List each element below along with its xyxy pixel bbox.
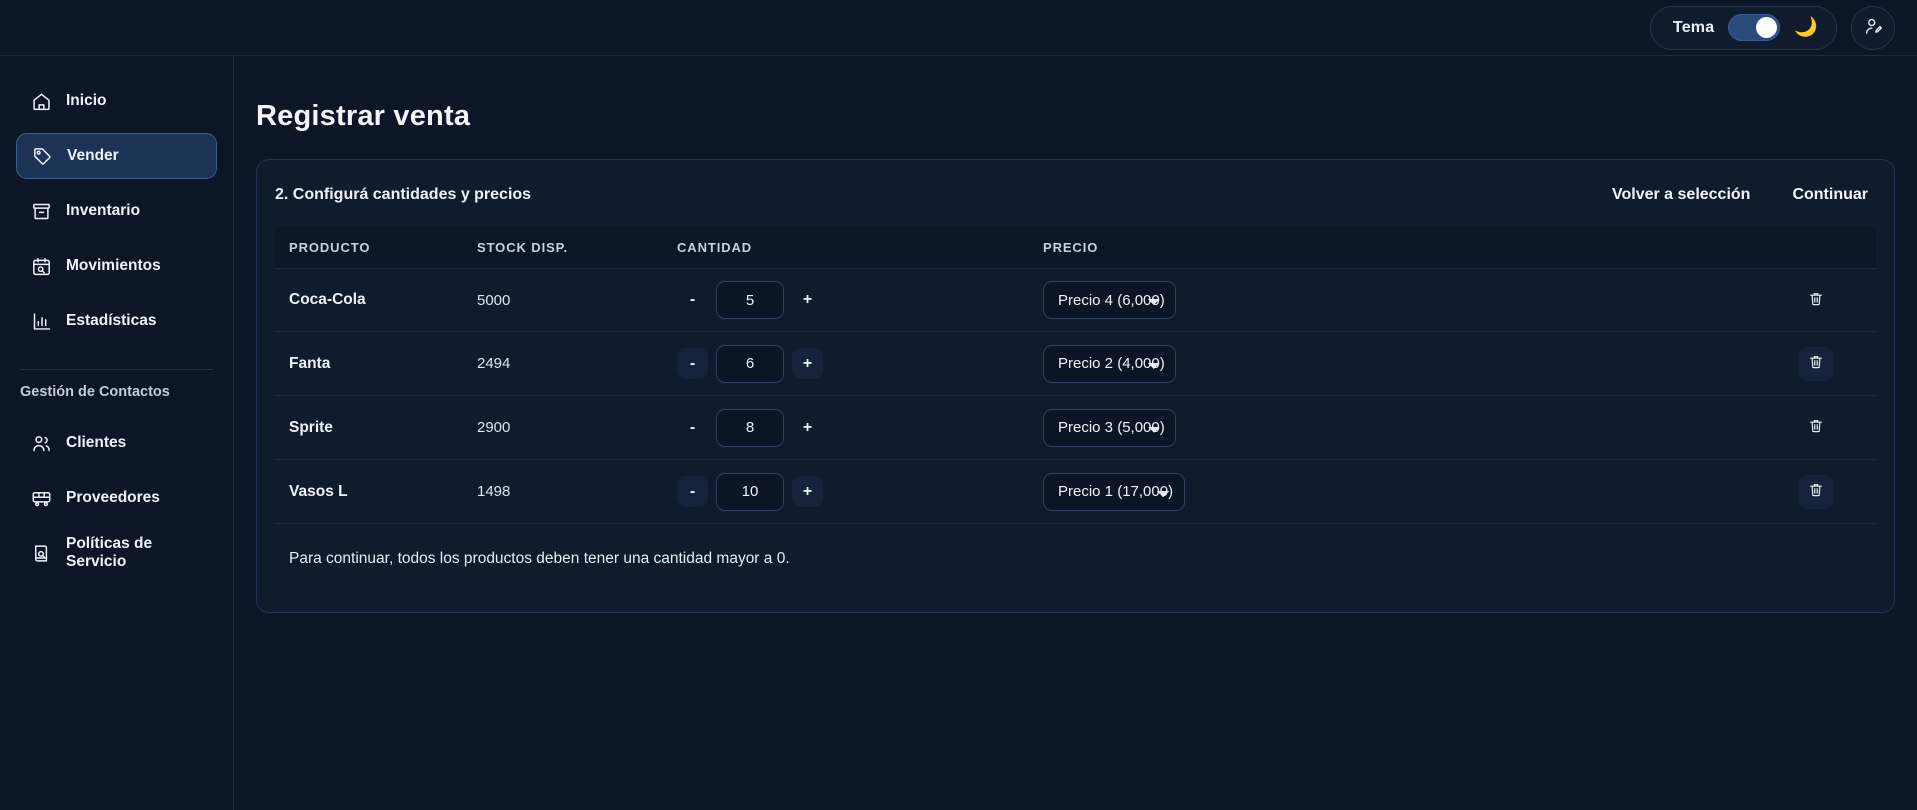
- delete-row-button[interactable]: [1799, 411, 1833, 445]
- bar-chart-icon: [30, 310, 52, 332]
- quantity-stepper: - +: [677, 408, 1043, 447]
- quantity-increase-button[interactable]: +: [792, 285, 823, 316]
- card-header: 2. Configurá cantidades y precios Volver…: [257, 160, 1894, 226]
- sidebar-item-movimientos[interactable]: Movimientos: [16, 243, 217, 289]
- quantity-input[interactable]: [716, 344, 784, 383]
- delete-row-button[interactable]: [1799, 346, 1833, 381]
- quantity-decrease-button[interactable]: -: [677, 285, 708, 316]
- quantity-stepper: - +: [677, 344, 1043, 383]
- price-select[interactable]: Precio 3 (5,000): [1043, 408, 1176, 447]
- sidebar: Inicio Vender Inventario: [0, 55, 234, 810]
- sidebar-item-politicas-de-servicio[interactable]: Políticas de Servicio: [16, 530, 217, 576]
- truck-icon: [30, 487, 52, 509]
- theme-toggle-knob: [1756, 17, 1778, 38]
- product-name: Fanta: [289, 354, 331, 372]
- table-header-row: PRODUCTO STOCK DISP. CANTIDAD PRECIO: [275, 226, 1876, 268]
- stock-value: 2494: [477, 355, 511, 372]
- theme-label: Tema: [1672, 18, 1715, 36]
- app-shell: Inicio Vender Inventario: [0, 55, 1917, 810]
- price-select[interactable]: Precio 2 (4,000): [1043, 344, 1176, 383]
- tag-icon: [31, 145, 53, 167]
- step-label: 2. Configurá cantidades y precios: [275, 186, 532, 203]
- quantity-increase-button[interactable]: +: [792, 476, 823, 507]
- delete-row-button[interactable]: [1799, 474, 1833, 509]
- product-name: Vasos L: [289, 482, 348, 500]
- account-button[interactable]: [1851, 5, 1895, 50]
- quantity-decrease-button[interactable]: -: [677, 348, 708, 379]
- top-bar: Tema 🌙: [0, 0, 1917, 55]
- quantity-input[interactable]: [716, 408, 784, 447]
- price-select[interactable]: Precio 4 (6,000): [1043, 281, 1176, 319]
- quantity-increase-button[interactable]: +: [792, 412, 823, 443]
- moon-icon: 🌙: [1794, 17, 1818, 38]
- sidebar-divider: [20, 369, 213, 370]
- quantity-increase-button[interactable]: +: [792, 348, 823, 379]
- sidebar-item-label: Inicio: [66, 92, 107, 110]
- table-row: Sprite 2900 - + Precio 3 (5,000): [275, 396, 1876, 460]
- products-table: PRODUCTO STOCK DISP. CANTIDAD PRECIO Coc…: [257, 226, 1894, 524]
- sidebar-item-proveedores[interactable]: Proveedores: [16, 475, 217, 521]
- sidebar-item-vender[interactable]: Vender: [16, 133, 217, 179]
- stock-value: 5000: [477, 291, 511, 309]
- sidebar-item-label: Clientes: [66, 434, 127, 452]
- sidebar-item-inventario[interactable]: Inventario: [16, 188, 217, 234]
- column-header-producto: PRODUCTO: [289, 239, 371, 255]
- column-header-precio: PRECIO: [1043, 239, 1099, 255]
- quantity-input[interactable]: [716, 281, 784, 319]
- back-to-selection-button[interactable]: Volver a selección: [1610, 182, 1752, 208]
- sidebar-item-label: Movimientos: [66, 257, 161, 275]
- sidebar-item-label: Proveedores: [66, 489, 160, 507]
- document-search-icon: [30, 542, 52, 564]
- column-header-stock: STOCK DISP.: [477, 239, 569, 255]
- sidebar-section-title: Gestión de Contactos: [20, 384, 170, 400]
- trash-icon: [1808, 291, 1824, 310]
- sidebar-item-label: Inventario: [66, 202, 141, 220]
- theme-toggle[interactable]: [1728, 14, 1781, 41]
- trash-icon: [1808, 418, 1824, 437]
- column-header-cantidad: CANTIDAD: [677, 239, 753, 255]
- sidebar-item-label: Vender: [67, 147, 119, 165]
- trash-icon: [1808, 482, 1824, 501]
- table-row: Fanta 2494 - + Precio 2 (4,000): [275, 332, 1876, 396]
- table-row: Vasos L 1498 - + Precio 1 (17,000): [275, 460, 1876, 524]
- delete-row-button[interactable]: [1799, 283, 1833, 317]
- table-row: Coca-Cola 5000 - + Precio 4 (6,000): [275, 268, 1876, 332]
- product-name: Coca-Cola: [289, 291, 366, 308]
- stock-value: 1498: [477, 483, 511, 500]
- user-edit-icon: [1863, 16, 1884, 40]
- sale-config-card: 2. Configurá cantidades y precios Volver…: [256, 159, 1895, 613]
- users-icon: [30, 432, 52, 454]
- quantity-decrease-button[interactable]: -: [677, 476, 708, 507]
- stock-value: 2900: [477, 419, 511, 436]
- quantity-stepper: - +: [677, 472, 1043, 511]
- sidebar-item-estadisticas[interactable]: Estadísticas: [16, 298, 217, 344]
- trash-icon: [1808, 354, 1824, 373]
- quantity-decrease-button[interactable]: -: [677, 412, 708, 443]
- box-icon: [30, 200, 52, 222]
- sidebar-item-label: Estadísticas: [66, 312, 157, 330]
- page-title: Registrar venta: [256, 100, 471, 132]
- calendar-search-icon: [30, 255, 52, 277]
- sidebar-item-label: Políticas de Servicio: [66, 535, 153, 570]
- validation-note: Para continuar, todos los productos debe…: [289, 550, 790, 567]
- main-content: Registrar venta 2. Configurá cantidades …: [234, 55, 1917, 810]
- continue-button[interactable]: Continuar: [1790, 182, 1870, 208]
- price-select[interactable]: Precio 1 (17,000): [1043, 472, 1185, 511]
- sidebar-item-inicio[interactable]: Inicio: [16, 78, 217, 124]
- product-name: Sprite: [289, 418, 333, 436]
- quantity-stepper: - +: [677, 281, 1043, 319]
- theme-switcher[interactable]: Tema 🌙: [1649, 5, 1837, 50]
- sidebar-item-clientes[interactable]: Clientes: [16, 420, 217, 466]
- home-icon: [30, 90, 52, 112]
- quantity-input[interactable]: [716, 472, 784, 511]
